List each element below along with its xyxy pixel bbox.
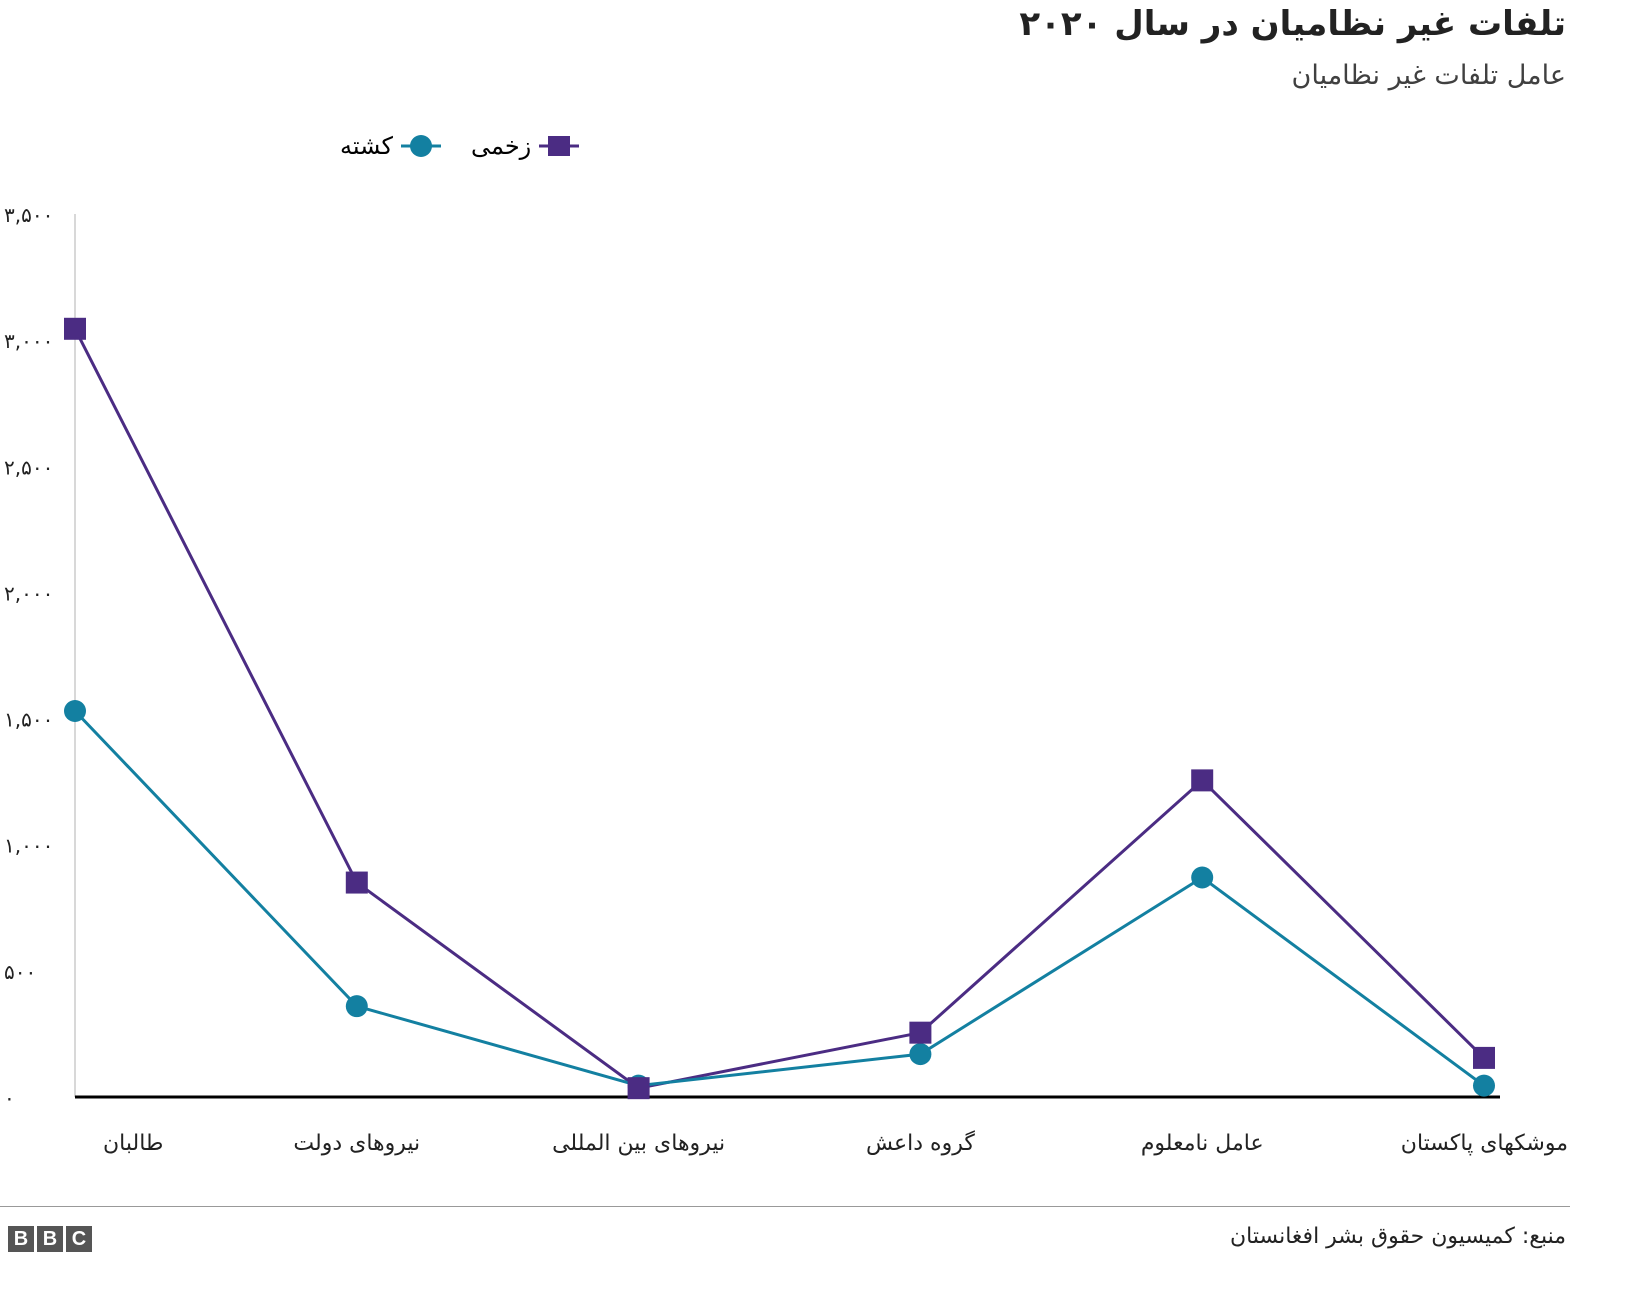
data-point-wounded xyxy=(1473,1046,1495,1069)
data-point-wounded xyxy=(627,1077,650,1100)
y-tick-label: ۰ xyxy=(4,1086,15,1110)
source-note: منبع: کمیسیون حقوق بشر افغانستان xyxy=(1229,1224,1566,1249)
legend-label-killed: کشته xyxy=(340,132,393,160)
footer-divider xyxy=(0,1206,1570,1207)
data-point-killed xyxy=(1473,1074,1495,1097)
chart-title: تلفات غیر نظامیان در سال ۲۰۲۰ xyxy=(1019,4,1566,44)
x-tick-label: نیروهای بین المللی xyxy=(552,1131,725,1156)
data-point-killed xyxy=(345,995,368,1018)
series-line-wounded xyxy=(73,328,1486,1090)
x-tick-label: گروه داعش xyxy=(866,1130,975,1156)
legend-label-wounded: زخمی xyxy=(470,132,532,160)
y-tick-label: ۱,۰۰۰ xyxy=(4,834,53,858)
legend-item-killed: کشته xyxy=(340,132,441,160)
data-point-wounded xyxy=(909,1021,932,1044)
x-tick-label: طالبان xyxy=(103,1131,163,1156)
data-point-killed xyxy=(909,1043,932,1066)
legend: زخمی کشته xyxy=(340,132,580,160)
y-tick-label: ۲,۵۰۰ xyxy=(4,455,53,479)
data-point-killed xyxy=(1191,866,1214,889)
y-tick-label: ۱,۵۰۰ xyxy=(4,708,53,732)
legend-item-wounded: زخمی xyxy=(470,132,580,160)
data-point-wounded xyxy=(64,317,86,340)
line-chart: ۰ ۵۰۰ ۱,۰۰۰ ۱,۵۰۰ ۲,۰۰۰ ۲,۵۰۰ ۳,۰۰۰ ۳,۵۰۰ طالبان… xyxy=(4,203,1568,1156)
series-line-killed xyxy=(73,709,1485,1088)
data-point-wounded xyxy=(345,871,368,894)
x-tick-label: موشکهای پاکستان xyxy=(1401,1131,1568,1156)
data-point-killed xyxy=(64,700,86,723)
y-tick-label: ۲,۰۰۰ xyxy=(4,581,53,605)
y-tick-label: ۳,۵۰۰ xyxy=(4,203,53,227)
x-tick-label: عامل نامعلوم xyxy=(1141,1131,1264,1156)
x-tick-label: نیروهای دولت xyxy=(293,1131,420,1156)
y-tick-label: ۵۰۰ xyxy=(4,960,36,984)
data-point-wounded xyxy=(1191,769,1214,792)
chart-subtitle: عامل تلفات غیر نظامیان xyxy=(1291,60,1566,91)
y-tick-label: ۳,۰۰۰ xyxy=(4,329,53,353)
